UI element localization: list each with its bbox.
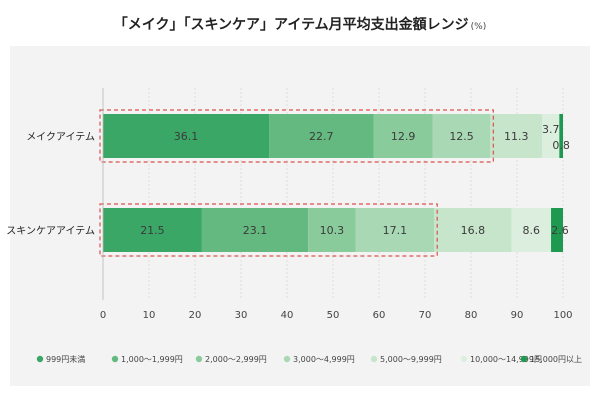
- x-tick-label-10: 100: [553, 310, 572, 321]
- bar-segment-0-1: [269, 114, 374, 158]
- highlight-box-1: [99, 203, 438, 257]
- bar-segment-0-6: [559, 114, 563, 158]
- data-label-0-0: 36.1: [174, 130, 199, 143]
- data-label-1-4: 16.8: [461, 224, 486, 237]
- legend-marker-6: [520, 355, 528, 363]
- data-label-1-3: 17.1: [383, 224, 408, 237]
- legend-label-1: 1,000〜1,999円: [121, 355, 183, 364]
- legend-marker-5: [460, 355, 468, 363]
- bar-segment-1-1: [201, 208, 309, 252]
- data-label-0-3: 12.5: [449, 130, 474, 143]
- data-label-1-6: 2.6: [551, 224, 569, 237]
- legend-marker-1: [111, 355, 119, 363]
- x-tick-label-7: 70: [419, 310, 432, 321]
- x-tick-label-6: 60: [373, 310, 386, 321]
- bar-segment-1-2: [308, 208, 356, 252]
- data-label-0-1: 22.7: [309, 130, 334, 143]
- x-tick-label-0: 0: [100, 310, 106, 321]
- x-tick-label-9: 90: [511, 310, 524, 321]
- x-tick-label-3: 30: [235, 310, 248, 321]
- bar-segment-0-0: [103, 114, 270, 158]
- legend-label-4: 5,000〜9,999円: [380, 355, 442, 364]
- bar-segment-0-5: [542, 114, 560, 158]
- legend-marker-0: [36, 355, 44, 363]
- legend-marker-4: [370, 355, 378, 363]
- data-label-0-4: 11.3: [504, 130, 529, 143]
- chart-unit: (%): [470, 22, 487, 32]
- data-label-1-1: 23.1: [243, 224, 268, 237]
- bar-segment-1-6: [551, 208, 563, 252]
- bar-segment-0-4: [490, 114, 543, 158]
- legend-label-5: 10,000〜14,999円: [470, 355, 542, 364]
- category-label-1: スキンケアアイテム: [6, 225, 95, 237]
- bar-segment-1-5: [511, 208, 552, 252]
- category-label-0: メイクアイテム: [26, 131, 95, 143]
- data-label-1-0: 21.5: [140, 224, 165, 237]
- legend-label-0: 999円未満: [46, 354, 85, 364]
- legend-marker-3: [283, 355, 291, 363]
- x-tick-label-5: 50: [327, 310, 340, 321]
- bar-segment-0-2: [373, 114, 433, 158]
- chart-title-block: 「メイク」「スキンケア」アイテム月平均支出金額レンジ (%): [0, 14, 600, 34]
- bar-segment-0-3: [432, 114, 491, 158]
- x-tick-label-1: 10: [143, 310, 156, 321]
- legend-label-2: 2,000〜2,999円: [205, 355, 267, 364]
- legend-label-3: 3,000〜4,999円: [293, 355, 355, 364]
- bar-segment-1-4: [434, 208, 512, 252]
- x-tick-label-4: 40: [281, 310, 294, 321]
- data-label-0-6: 0.8: [552, 139, 570, 152]
- legend-label-6: 15,000円以上: [530, 355, 582, 364]
- data-label-1-2: 10.3: [320, 224, 345, 237]
- x-tick-label-2: 20: [189, 310, 202, 321]
- data-label-0-2: 12.9: [391, 130, 416, 143]
- chart-title: 「メイク」「スキンケア」アイテム月平均支出金額レンジ: [113, 17, 469, 33]
- data-label-1-5: 8.6: [523, 224, 541, 237]
- bar-segment-1-3: [355, 208, 435, 252]
- x-tick-label-8: 80: [465, 310, 478, 321]
- legend-marker-2: [195, 355, 203, 363]
- bar-segment-1-0: [103, 208, 202, 252]
- data-label-0-5: 3.7: [542, 123, 560, 136]
- highlight-box-0: [99, 109, 494, 163]
